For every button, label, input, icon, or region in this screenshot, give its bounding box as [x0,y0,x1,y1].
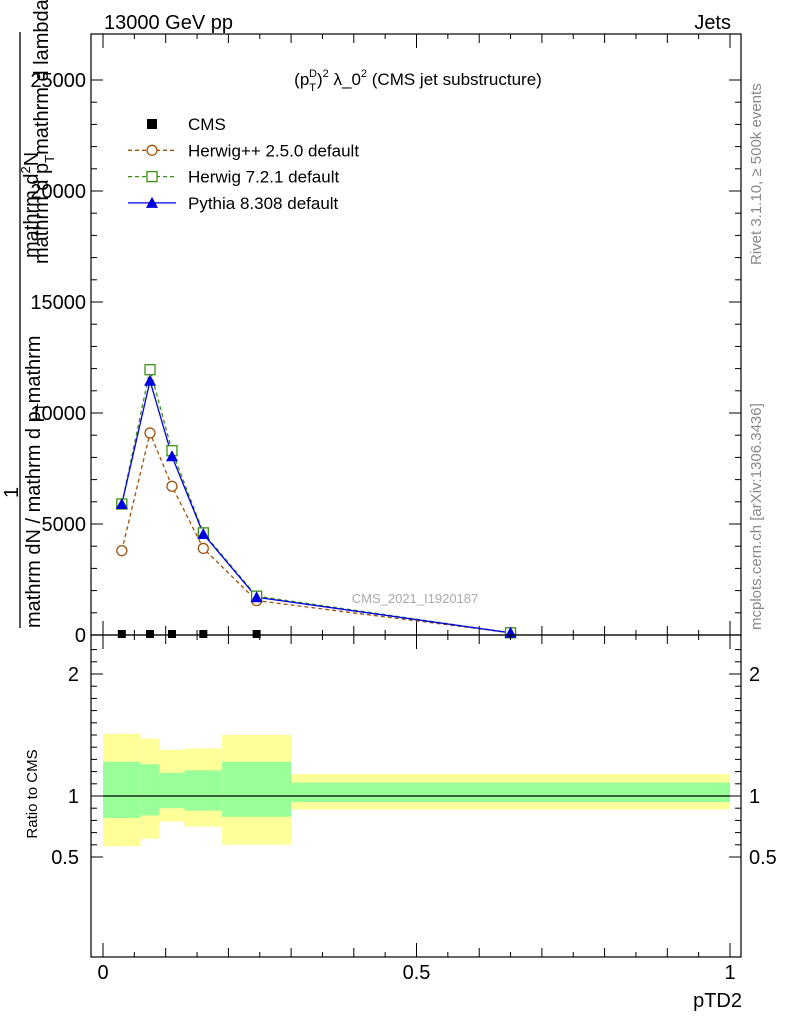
y-tick-label: 20000 [30,181,86,203]
ratio-band-green [103,761,141,818]
jets-label: Jets [694,12,731,34]
data-point [252,630,261,638]
ratio-band-green [159,772,185,809]
ylabel-num2: mathrm d2N [18,152,43,258]
data-point [165,450,178,462]
ylabel-den1: mathrm dN / mathrm d pTmathrm [23,336,49,628]
legend: CMS Herwig++ 2.5.0 default Herwig 7.2.1 de… [128,115,359,213]
upper-panel: 0 5000 10000 15000 20000 25000 [30,33,742,647]
title-sup: D [309,68,317,80]
data-point [197,527,210,539]
mcplots-label: mcplots.cern.ch [arXiv:1306.3436] [748,403,765,630]
y-tick-label: 5000 [42,514,87,536]
upper-y-axis-label: 1 mathrm dN / mathrm d pTmathrm mathrm d… [1,0,57,628]
legend-marker [146,170,158,183]
legend-label: Pythia 8.308 default [188,194,339,213]
analysis-watermark: CMS_2021_I1920187 [352,591,479,606]
ratio-band-green [184,770,223,811]
title-sup3: 2 [361,68,367,80]
y-tick-label: 0 [75,625,86,647]
data-point [144,374,157,386]
data-point [117,630,126,638]
ratio-panel: 0 0.5 1 0.5 0.5 1 1 2 2 [51,634,777,984]
legend-marker [147,119,157,129]
legend-marker [146,144,158,156]
y-tick-label: 10000 [30,403,86,425]
x-axis-label: pTD2 [693,990,742,1012]
x-tick-label: 0 [97,962,108,984]
ratio-y-axis-label: Ratio to CMS [24,749,41,838]
legend-label: Herwig++ 2.5.0 default [188,141,359,160]
data-point [199,630,208,638]
title-tail: (CMS jet substructure) [367,70,542,89]
data-point [166,480,178,492]
ylabel-den2: mathrm d pTmathrm d lambda [31,0,57,264]
legend-label: Herwig 7.2.1 default [188,168,339,187]
data-point [197,542,209,555]
rivet-label: Rivet 3.1.10, ≥ 500k events [748,83,765,265]
ratio-band-green [140,764,160,816]
ratio-y-tick-label: 1 [68,786,79,808]
ylabel-num1: 1 [1,487,23,498]
data-point [144,427,156,439]
title-rest: λ_0 [329,70,361,89]
x-tick-label: 1 [724,962,735,984]
legend-marker [146,196,158,208]
title-p: (p [294,70,309,89]
data-point [146,630,155,638]
x-tick-label: 0.5 [403,962,431,984]
data-point [116,544,128,557]
ratio-band-green [291,782,730,803]
chart-title: (pTD)2 λ_02 (CMS jet substructure) [294,68,542,94]
series-line [121,378,511,634]
data-point [250,591,263,603]
data-point [167,630,176,638]
ratio-band-green [222,761,292,817]
series-line [121,369,511,634]
y-tick-label: 25000 [30,70,86,92]
title-close: ) [317,70,323,89]
ratio-y-tick-label-right: 2 [749,664,760,686]
legend-label: CMS [188,115,226,134]
energy-label: 13000 GeV pp [104,12,233,34]
title-sup2: 2 [323,68,329,80]
y-tick-label: 15000 [30,292,86,314]
series-line [121,430,511,634]
ratio-y-tick-label: 0.5 [51,847,79,869]
title-sub: T [309,82,316,94]
data-point [144,364,156,376]
data-point [115,498,128,510]
ratio-y-tick-label-right: 0.5 [749,847,777,869]
ratio-y-tick-label-right: 1 [749,786,760,808]
ratio-y-tick-label: 2 [68,664,79,686]
